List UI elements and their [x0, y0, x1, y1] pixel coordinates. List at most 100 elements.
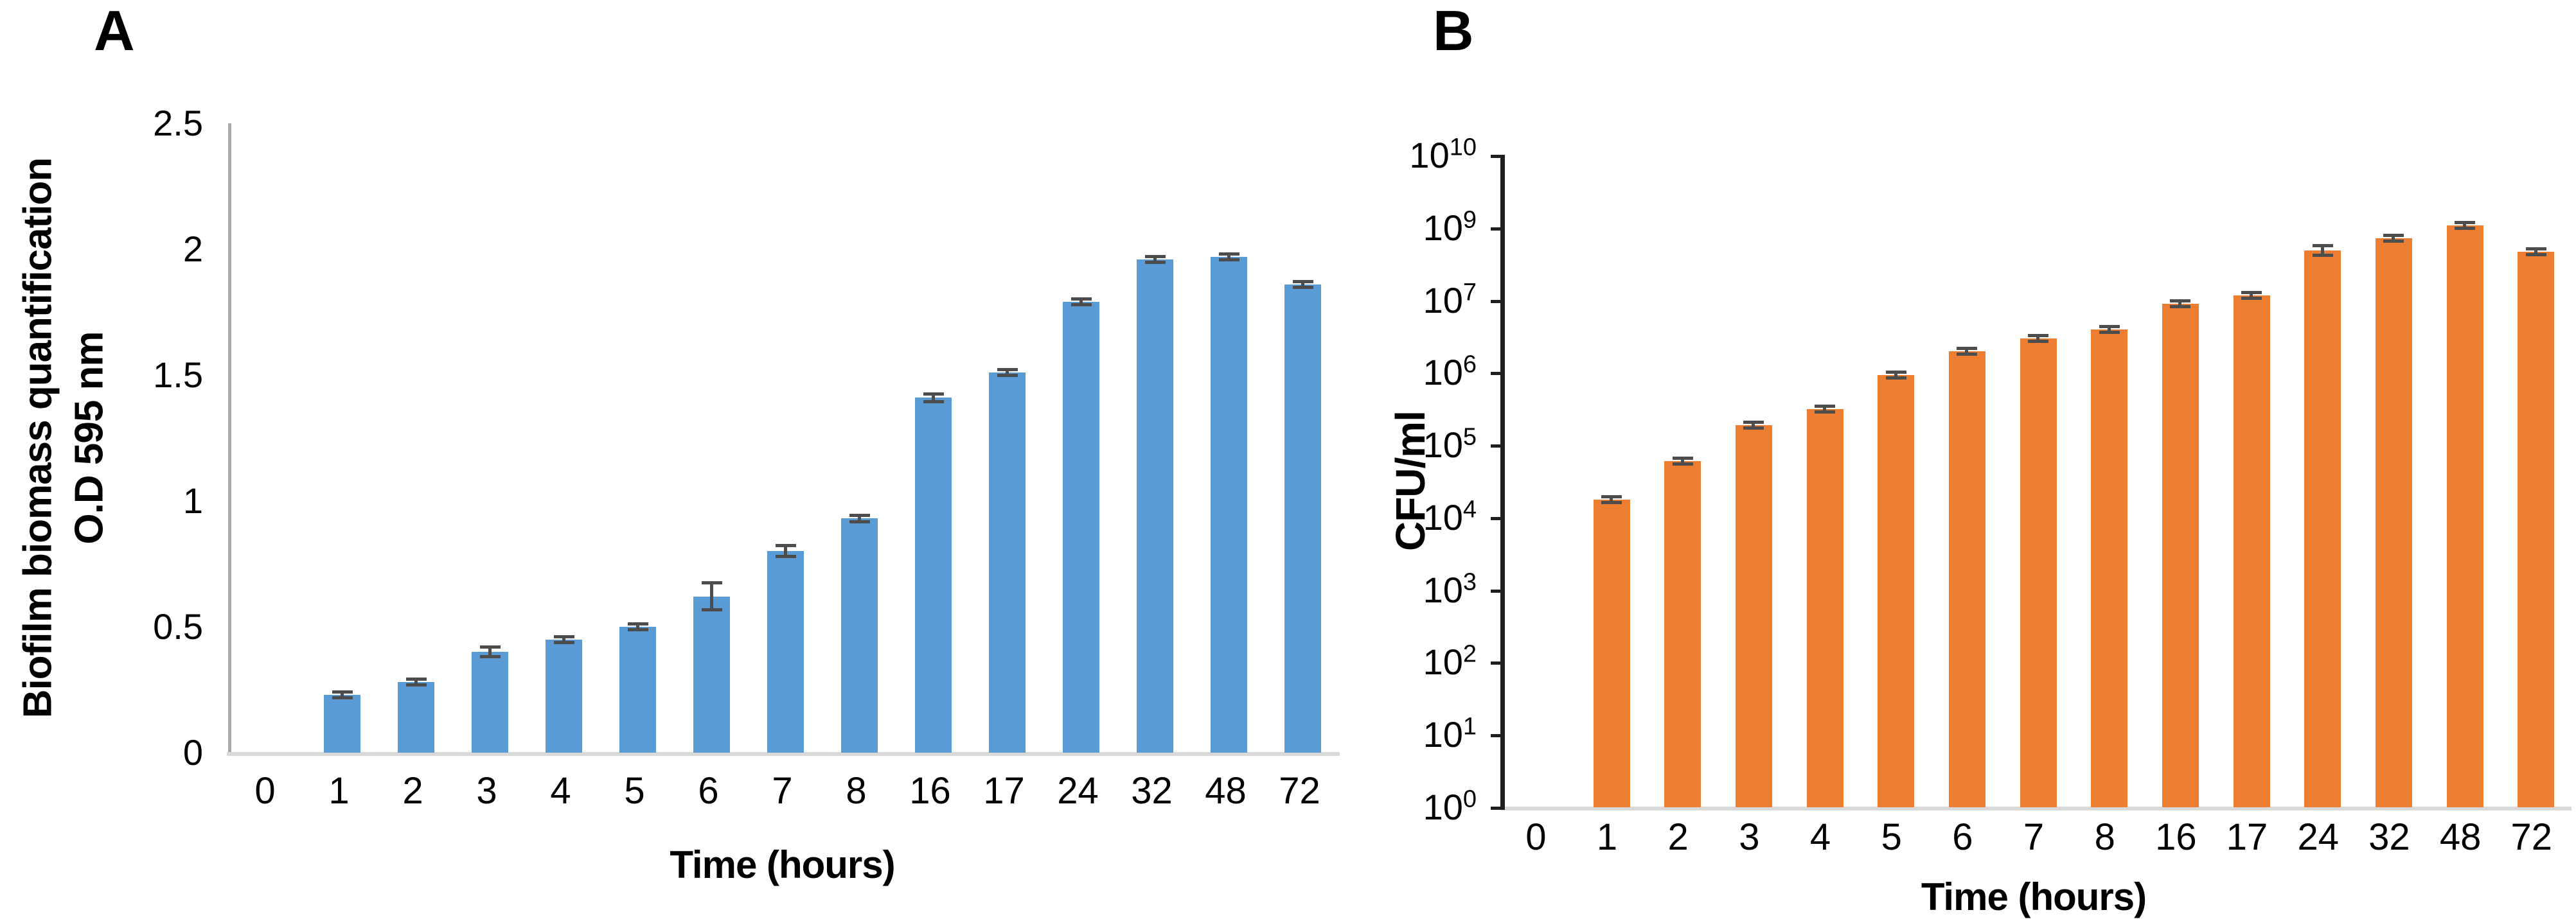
error-bar-stem [2178, 302, 2182, 306]
y-tick-label: 107 [1423, 278, 1477, 320]
y-tick-label: 105 [1423, 423, 1477, 466]
x-tick-label: 5 [624, 770, 645, 812]
bar [1284, 284, 1321, 753]
bar-slot [379, 123, 453, 753]
error-bar [849, 514, 870, 523]
error-bar [1144, 254, 1166, 264]
x-tick-label: 8 [846, 770, 867, 812]
bar-slot [822, 123, 896, 753]
y-tick-label: 1.5 [153, 354, 203, 395]
bar [1593, 499, 1630, 807]
error-bar [1070, 297, 1092, 307]
y-axis-tick-mark [1491, 299, 1505, 303]
x-tick-label: 4 [550, 770, 571, 812]
bar [1211, 256, 1247, 753]
error-bar-stem [488, 649, 492, 655]
y-axis-tick-mark [1491, 155, 1505, 158]
x-tick-label: 17 [983, 770, 1025, 812]
error-bar [2455, 221, 2476, 231]
bar [841, 518, 878, 753]
bar-slot [1932, 155, 2003, 807]
x-tick-label: 5 [1881, 816, 1902, 858]
exponent: 10 [1449, 134, 1477, 161]
bar [2020, 338, 2057, 807]
x-tick-label: 17 [2226, 816, 2268, 858]
error-bar-stem [1610, 498, 1613, 501]
error-bar [1601, 495, 1622, 504]
x-tick-label: 2 [402, 770, 423, 812]
error-bar [2028, 334, 2049, 344]
error-bar-stem [2320, 247, 2324, 254]
exponent: 9 [1462, 206, 1477, 234]
panel-b-plot-area [1491, 155, 2572, 810]
bar-slot [1118, 123, 1192, 753]
bar [472, 652, 508, 753]
error-bar-stem [1301, 283, 1304, 286]
error-bar-stem [562, 638, 565, 641]
error-bar-stem [1894, 373, 1897, 376]
x-tick-label: 24 [1057, 770, 1099, 812]
error-bar [2099, 324, 2120, 334]
x-tick-label: 6 [1952, 816, 1973, 858]
y-tick-label: 104 [1423, 496, 1477, 538]
bar [1948, 351, 1985, 807]
panel-b: B CFU/ml 1010 109 107 106 105 104 103 102 101 100… [1317, 0, 2576, 918]
exponent: 5 [1462, 423, 1477, 451]
error-bar [1743, 420, 1764, 430]
bar [915, 398, 952, 753]
bar-slot [2145, 155, 2216, 807]
panel-a-plot-area [227, 123, 1340, 756]
y-tick-label: 0 [182, 732, 203, 773]
y-tick-label: 2 [182, 229, 203, 269]
y-tick-label: 1 [182, 480, 203, 521]
panel-b-x-axis-title: Time (hours) [1921, 875, 2147, 918]
bar-slot [305, 123, 379, 753]
x-tick-label: 7 [2023, 816, 2045, 858]
y-axis-tick-mark [1491, 807, 1505, 810]
error-bar-stem [783, 547, 787, 556]
panel-a-letter: A [94, 0, 135, 62]
bar-slot [601, 123, 675, 753]
error-bar [405, 678, 427, 687]
bar [1878, 374, 1915, 807]
error-bar-stem [1005, 371, 1009, 374]
error-bar-stem [635, 626, 639, 628]
error-bar [1292, 279, 1313, 289]
bar-slot [2287, 155, 2358, 807]
bar [2162, 304, 2199, 807]
error-bar [701, 581, 722, 612]
y-axis-tick-mark [1491, 444, 1505, 448]
panel-b-bars [1505, 155, 2572, 807]
bar-slot [1266, 123, 1340, 753]
bar [2518, 252, 2555, 807]
x-tick-label: 0 [1525, 816, 1547, 858]
y-tick-label: 103 [1423, 568, 1477, 610]
x-tick-label: 24 [2297, 816, 2339, 858]
error-bar-stem [414, 681, 418, 684]
error-bar [479, 645, 501, 658]
exponent: 3 [1462, 568, 1477, 596]
bar [2446, 225, 2483, 807]
error-bar [2525, 247, 2546, 256]
panel-a: A Biofilm biomass quantification O.D 595… [16, 0, 1340, 886]
error-bar [2383, 233, 2404, 243]
bar-slot [527, 123, 601, 753]
error-bar [627, 622, 648, 631]
bar [767, 551, 804, 753]
bar-slot [2429, 155, 2501, 807]
error-bar-stem [1752, 423, 1755, 426]
x-tick-label: 48 [2439, 816, 2482, 858]
error-bar [997, 368, 1018, 378]
error-bar-stem [340, 693, 344, 696]
x-tick-label: 7 [772, 770, 793, 812]
y-axis-tick-mark [1491, 372, 1505, 376]
error-bar-stem [1153, 258, 1157, 261]
panel-b-y-tick-labels: 1010 109 107 106 105 104 103 102 101 100 [1317, 135, 1486, 825]
exponent: 4 [1462, 496, 1477, 523]
error-bar-stem [709, 584, 713, 609]
bar-slot [1576, 155, 1648, 807]
bar [2304, 250, 2341, 807]
y-axis-tick-mark [1491, 734, 1505, 738]
bar [693, 596, 730, 753]
x-tick-label: 3 [1739, 816, 1760, 858]
